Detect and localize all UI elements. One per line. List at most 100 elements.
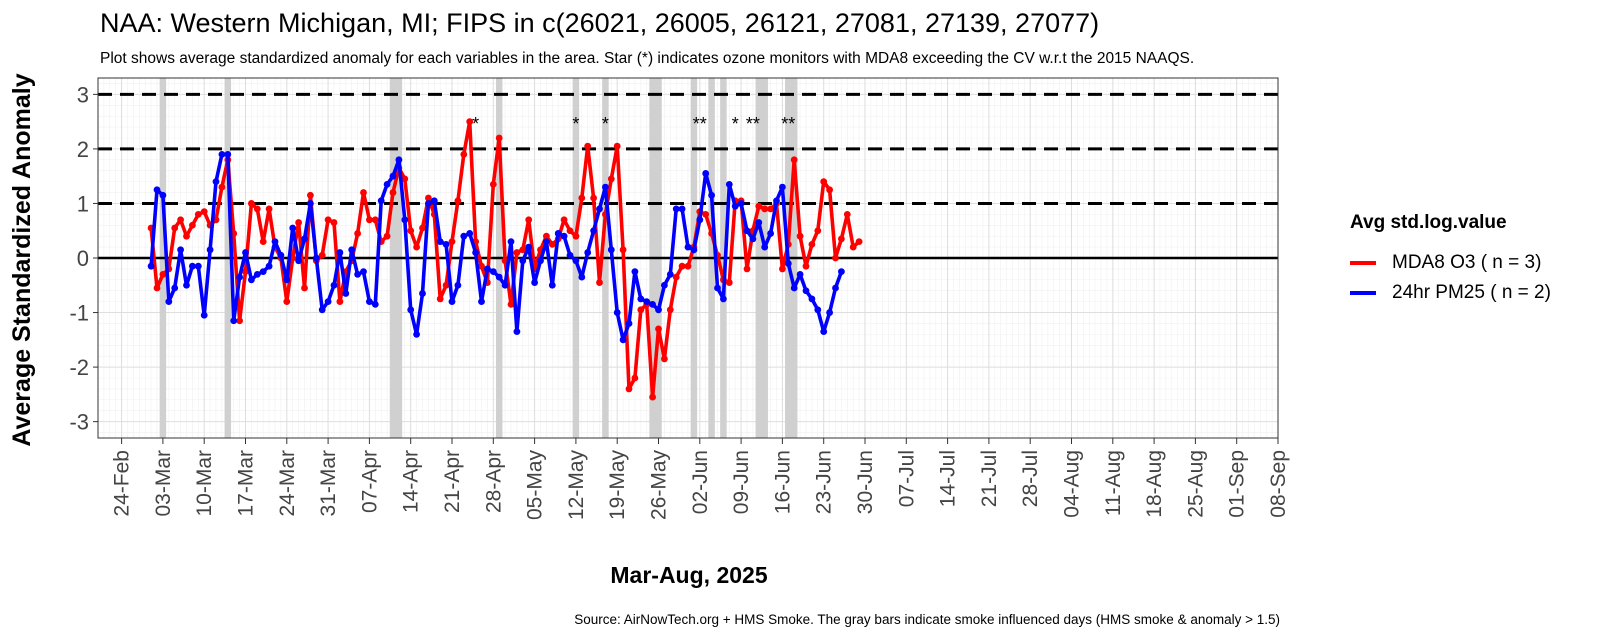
y-tick-label: 1 (77, 191, 89, 216)
data-point-pm25 (779, 183, 786, 191)
data-point-mda8-o3 (755, 202, 763, 210)
data-point-pm25 (377, 197, 385, 205)
data-point-mda8-o3 (495, 134, 503, 142)
data-point-mda8-o3 (242, 268, 249, 276)
data-point-mda8-o3 (401, 175, 409, 183)
data-point-pm25 (165, 298, 173, 306)
data-point-pm25 (472, 249, 479, 256)
data-point-mda8-o3 (448, 238, 456, 246)
data-point-pm25 (478, 298, 485, 306)
x-tick-label: 26-May (648, 450, 671, 521)
data-point-pm25 (525, 243, 533, 251)
data-point-pm25 (295, 257, 302, 265)
data-point-mda8-o3 (525, 216, 533, 224)
data-point-pm25 (460, 232, 468, 240)
y-axis-label: Average Standardized Anomaly (8, 73, 36, 446)
legend-label-pm25: 24hr PM25 ( n = 2) (1392, 282, 1551, 303)
data-point-pm25 (655, 306, 662, 314)
data-point-mda8-o3 (655, 325, 662, 333)
y-tick-label: -3 (69, 410, 89, 435)
x-tick-label: 09-Jun (730, 450, 753, 514)
data-point-pm25 (755, 219, 763, 226)
data-point-pm25 (637, 295, 645, 303)
x-tick-label: 03-Mar (152, 450, 175, 517)
legend-label-mda8-o3: MDA8 O3 ( n = 3) (1392, 252, 1542, 273)
data-point-pm25 (749, 235, 757, 243)
x-tick-label: 31-Mar (317, 450, 340, 517)
data-point-pm25 (737, 200, 745, 207)
data-point-pm25 (519, 257, 527, 265)
data-point-mda8-o3 (631, 374, 639, 382)
data-point-mda8-o3 (572, 232, 580, 240)
data-point-pm25 (820, 328, 828, 336)
data-point-pm25 (708, 191, 715, 199)
data-point-pm25 (436, 238, 444, 246)
exceedance-star: * (732, 114, 739, 134)
data-point-mda8-o3 (761, 205, 769, 213)
data-point-pm25 (548, 281, 556, 289)
chart-subtitle: Plot shows average standardized anomaly … (100, 50, 1195, 67)
series-layer (147, 118, 863, 401)
data-point-pm25 (543, 238, 550, 246)
data-point-mda8-o3 (843, 210, 851, 218)
data-point-pm25 (596, 205, 603, 213)
x-tick-label: 17-Mar (235, 450, 258, 517)
data-point-pm25 (802, 287, 810, 295)
data-point-mda8-o3 (832, 254, 839, 262)
data-point-mda8-o3 (560, 216, 568, 224)
data-point-pm25 (507, 238, 515, 246)
data-point-pm25 (289, 224, 297, 232)
data-point-mda8-o3 (678, 262, 686, 270)
data-point-mda8-o3 (419, 224, 426, 232)
x-tick-label: 14-Apr (400, 450, 423, 513)
data-point-pm25 (425, 200, 432, 207)
data-point-pm25 (183, 281, 190, 289)
data-point-mda8-o3 (236, 317, 244, 325)
data-point-mda8-o3 (366, 216, 373, 224)
data-point-pm25 (189, 262, 196, 270)
data-point-mda8-o3 (672, 273, 680, 281)
x-tick-label: 02-Jun (689, 450, 712, 514)
legend-item-mda8-o3: MDA8 O3 ( n = 3) (1350, 248, 1551, 278)
data-point-mda8-o3 (625, 385, 633, 393)
data-point-pm25 (171, 284, 179, 292)
data-point-pm25 (301, 235, 308, 243)
data-point-pm25 (513, 328, 521, 336)
data-point-pm25 (448, 298, 456, 306)
data-point-mda8-o3 (200, 208, 208, 216)
data-point-mda8-o3 (194, 210, 202, 218)
data-point-mda8-o3 (513, 249, 521, 256)
data-point-mda8-o3 (177, 216, 185, 224)
data-point-mda8-o3 (295, 219, 302, 226)
data-point-pm25 (784, 260, 792, 267)
data-point-mda8-o3 (183, 232, 190, 240)
data-point-mda8-o3 (702, 210, 710, 218)
data-point-pm25 (590, 227, 597, 235)
data-point-pm25 (714, 284, 721, 292)
data-point-pm25 (454, 281, 462, 289)
x-tick-label: 08-Sep (1267, 450, 1290, 518)
series-line-pm25 (149, 152, 844, 342)
data-point-mda8-o3 (743, 265, 751, 273)
data-point-pm25 (442, 240, 450, 248)
data-point-mda8-o3 (808, 240, 816, 248)
data-point-pm25 (484, 265, 491, 273)
data-point-pm25 (236, 273, 244, 281)
x-tick-label: 19-May (606, 450, 629, 521)
data-point-pm25 (413, 330, 420, 338)
exceedance-star: * (472, 114, 479, 134)
data-point-mda8-o3 (171, 224, 179, 232)
data-point-mda8-o3 (684, 262, 692, 270)
data-point-pm25 (242, 249, 249, 256)
data-point-pm25 (602, 183, 609, 191)
data-point-pm25 (566, 251, 574, 259)
data-point-mda8-o3 (578, 194, 586, 202)
data-point-pm25 (572, 257, 580, 265)
data-point-mda8-o3 (661, 355, 668, 363)
exceedance-star: * (572, 114, 579, 134)
data-point-mda8-o3 (301, 284, 308, 292)
data-point-pm25 (808, 295, 816, 303)
data-point-mda8-o3 (649, 393, 656, 401)
data-point-pm25 (283, 276, 291, 284)
data-point-pm25 (661, 281, 668, 289)
